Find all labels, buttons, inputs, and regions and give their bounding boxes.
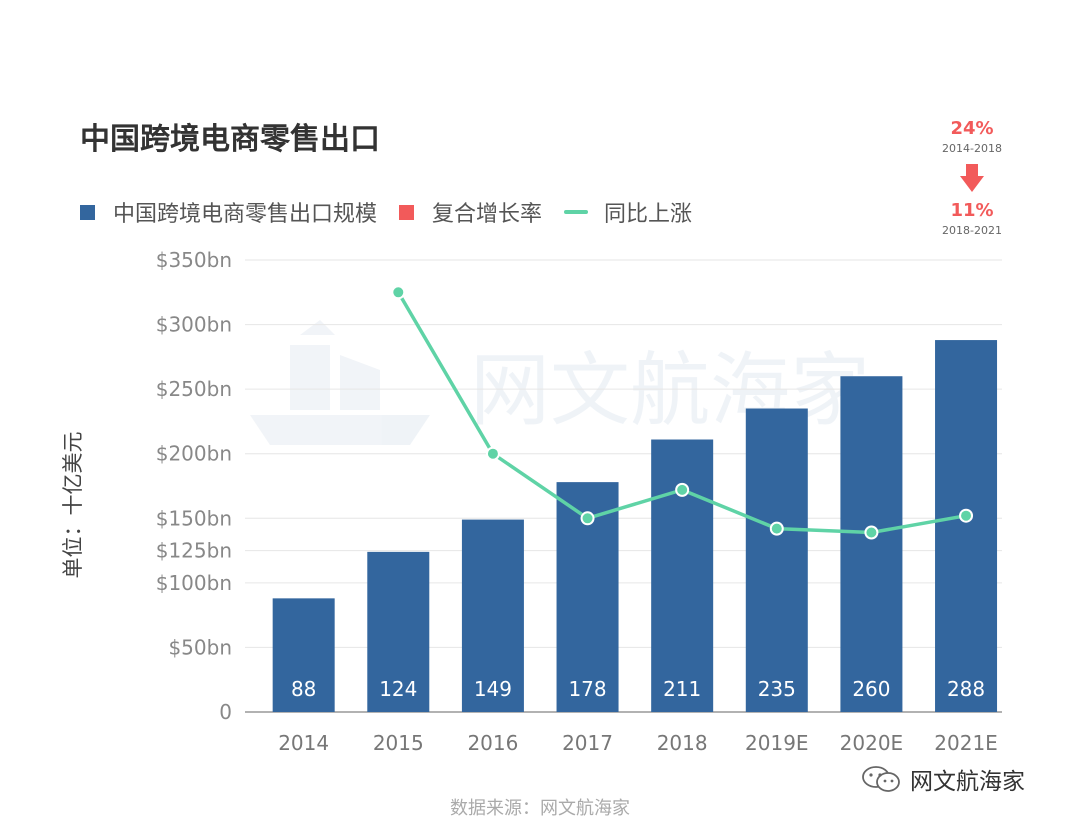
y-tick-label: $200bn bbox=[156, 442, 232, 466]
y-tick-label: $300bn bbox=[156, 313, 232, 337]
watermark-text: 网文航海家 bbox=[470, 344, 870, 437]
x-tick-label: 2015 bbox=[373, 731, 424, 755]
bar-value-label: 288 bbox=[947, 677, 985, 701]
bar-value-label: 149 bbox=[474, 677, 512, 701]
bar-value-label: 211 bbox=[663, 677, 701, 701]
x-tick-label: 2021E bbox=[934, 731, 998, 755]
cagr-first-value: 24% bbox=[950, 118, 994, 139]
line-point bbox=[391, 285, 406, 300]
x-tick-label: 2016 bbox=[467, 731, 518, 755]
legend-item-bar: 中国跨境电商零售出口规模 bbox=[80, 196, 377, 228]
legend-cagr-label: 复合增长率 bbox=[432, 202, 543, 227]
x-tick-label: 2017 bbox=[562, 731, 613, 755]
legend-item-line: 同比上涨 bbox=[564, 196, 692, 228]
legend-cagr-swatch bbox=[399, 204, 415, 220]
x-tick-label: 2020E bbox=[840, 731, 904, 755]
x-tick-label: 2018 bbox=[657, 731, 708, 755]
y-tick-label: $125bn bbox=[156, 539, 232, 563]
line-point bbox=[580, 511, 595, 526]
bar bbox=[840, 376, 903, 712]
bar bbox=[461, 519, 524, 712]
cagr-first-period: 2014-2018 bbox=[942, 142, 1002, 155]
cagr-second: 11% 2018-2021 bbox=[934, 200, 1010, 237]
wechat-icon bbox=[862, 766, 900, 792]
legend-line-label: 同比上涨 bbox=[604, 202, 693, 227]
bar bbox=[745, 408, 808, 712]
bar bbox=[272, 598, 335, 712]
y-tick-label: $50bn bbox=[168, 635, 232, 659]
bar bbox=[651, 439, 714, 712]
line-point bbox=[864, 525, 879, 540]
bar-value-label: 88 bbox=[291, 677, 316, 701]
x-tick-label: 2019E bbox=[745, 731, 809, 755]
source-note: 数据来源：网文航海家 bbox=[450, 798, 630, 819]
brand-badge: 网文航海家 bbox=[860, 762, 1025, 796]
cagr-first: 24% 2014-2018 bbox=[934, 118, 1010, 155]
line-point bbox=[485, 446, 500, 461]
bar-value-label: 235 bbox=[758, 677, 796, 701]
bar bbox=[367, 551, 430, 712]
cagr-second-value: 11% bbox=[950, 200, 994, 221]
bar-value-label: 124 bbox=[379, 677, 417, 701]
legend-bar-swatch bbox=[80, 204, 95, 220]
legend-bar-label: 中国跨境电商零售出口规模 bbox=[113, 202, 378, 227]
x-tick-label: 2014 bbox=[278, 731, 329, 755]
bar-value-label: 260 bbox=[852, 677, 890, 701]
arrow-down-icon bbox=[960, 164, 984, 192]
chart-title: 中国跨境电商零售出口 bbox=[80, 122, 380, 157]
line-point bbox=[769, 521, 784, 536]
y-tick-label: 0 bbox=[219, 700, 232, 724]
line-point bbox=[959, 508, 974, 523]
brand-name: 网文航海家 bbox=[910, 769, 1025, 795]
ship-icon bbox=[250, 320, 430, 445]
line-point bbox=[675, 482, 690, 497]
legend-item-cagr: 复合增长率 bbox=[399, 196, 542, 228]
bar-value-label: 178 bbox=[568, 677, 606, 701]
y-tick-label: $250bn bbox=[156, 377, 232, 401]
y-tick-label: $100bn bbox=[156, 571, 232, 595]
legend: 中国跨境电商零售出口规模 复合增长率 同比上涨 bbox=[80, 196, 714, 228]
legend-line-swatch bbox=[564, 210, 589, 214]
y-tick-label: $350bn bbox=[156, 248, 232, 272]
bar bbox=[935, 340, 998, 712]
y-tick-label: $150bn bbox=[156, 506, 232, 530]
cagr-second-period: 2018-2021 bbox=[942, 224, 1002, 237]
